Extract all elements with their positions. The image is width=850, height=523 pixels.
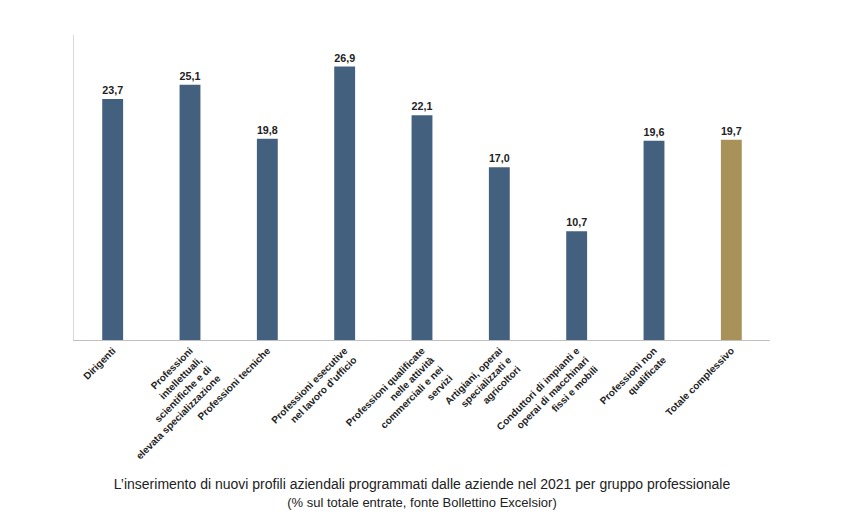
svg-text:Conduttori di impianti eoperai: Conduttori di impianti eoperai di macchi… bbox=[494, 345, 600, 451]
svg-text:19,7: 19,7 bbox=[721, 125, 742, 137]
svg-text:19,6: 19,6 bbox=[644, 126, 665, 138]
svg-text:26,9: 26,9 bbox=[334, 52, 355, 64]
svg-text:23,7: 23,7 bbox=[102, 84, 123, 96]
svg-text:10,7: 10,7 bbox=[566, 216, 587, 228]
svg-text:Totale complessivo: Totale complessivo bbox=[663, 345, 736, 418]
svg-text:25,1: 25,1 bbox=[180, 70, 201, 82]
svg-text:L’inserimento di nuovi profili: L’inserimento di nuovi profili aziendali… bbox=[114, 476, 731, 510]
svg-text:Professioni esecutivenel lavor: Professioni esecutivenel lavoro d’uffici… bbox=[269, 345, 359, 435]
svg-text:Dirigenti: Dirigenti bbox=[81, 345, 118, 382]
svg-text:Professioniintellettuali,scien: Professioniintellettuali,scientifiche e … bbox=[106, 345, 223, 462]
svg-text:19,8: 19,8 bbox=[257, 124, 278, 136]
svg-text:Artigiani, operaispecializzati: Artigiani, operaispecializzati eagricolt… bbox=[443, 345, 523, 425]
svg-text:17,0: 17,0 bbox=[489, 152, 510, 164]
svg-text:22,1: 22,1 bbox=[412, 100, 433, 112]
svg-text:Professioni nonqualificate: Professioni nonqualificate bbox=[598, 345, 669, 416]
svg-text:Professioni qualificatenelle a: Professioni qualificatenelle attivitàcom… bbox=[344, 345, 455, 456]
svg-text:Professioni tecniche: Professioni tecniche bbox=[195, 345, 272, 422]
